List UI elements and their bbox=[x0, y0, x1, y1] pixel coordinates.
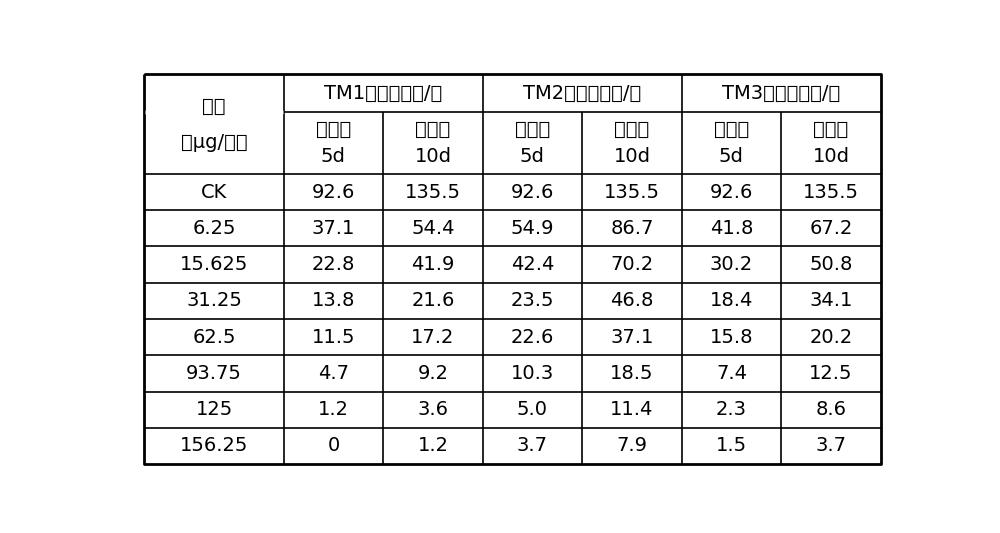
Text: 92.6: 92.6 bbox=[511, 183, 554, 201]
Text: 54.4: 54.4 bbox=[411, 219, 455, 238]
Text: 接虫后: 接虫后 bbox=[515, 120, 550, 139]
Text: 125: 125 bbox=[195, 400, 233, 419]
Text: 10d: 10d bbox=[414, 147, 451, 166]
Text: 22.8: 22.8 bbox=[312, 255, 355, 274]
Text: TM2，根结数量/株: TM2，根结数量/株 bbox=[523, 84, 641, 103]
Text: 接虫后: 接虫后 bbox=[316, 120, 351, 139]
Text: 92.6: 92.6 bbox=[710, 183, 753, 201]
Text: 20.2: 20.2 bbox=[809, 328, 853, 346]
Text: 11.4: 11.4 bbox=[610, 400, 654, 419]
Text: 37.1: 37.1 bbox=[312, 219, 355, 238]
Text: 30.2: 30.2 bbox=[710, 255, 753, 274]
Text: 135.5: 135.5 bbox=[604, 183, 660, 201]
Text: 药量: 药量 bbox=[202, 96, 226, 116]
Text: 93.75: 93.75 bbox=[186, 364, 242, 383]
Text: 1.5: 1.5 bbox=[716, 437, 747, 456]
Text: 21.6: 21.6 bbox=[411, 292, 455, 310]
Text: 41.9: 41.9 bbox=[411, 255, 455, 274]
Text: 22.6: 22.6 bbox=[511, 328, 554, 346]
Text: 接虫后: 接虫后 bbox=[813, 120, 849, 139]
Text: 10d: 10d bbox=[812, 147, 849, 166]
Text: 5d: 5d bbox=[520, 147, 545, 166]
Text: 8.6: 8.6 bbox=[815, 400, 846, 419]
Text: 41.8: 41.8 bbox=[710, 219, 753, 238]
Text: 5.0: 5.0 bbox=[517, 400, 548, 419]
Text: 3.7: 3.7 bbox=[517, 437, 548, 456]
Text: 34.1: 34.1 bbox=[809, 292, 853, 310]
Text: 15.625: 15.625 bbox=[180, 255, 248, 274]
Text: 接虫后: 接虫后 bbox=[714, 120, 749, 139]
Text: 92.6: 92.6 bbox=[312, 183, 355, 201]
Text: 31.25: 31.25 bbox=[186, 292, 242, 310]
Text: 135.5: 135.5 bbox=[405, 183, 461, 201]
Text: 7.4: 7.4 bbox=[716, 364, 747, 383]
Text: （μg/株）: （μg/株） bbox=[181, 133, 247, 151]
Text: 0: 0 bbox=[327, 437, 340, 456]
Text: 156.25: 156.25 bbox=[180, 437, 248, 456]
Text: 15.8: 15.8 bbox=[710, 328, 753, 346]
Text: TM3，根结数量/株: TM3，根结数量/株 bbox=[722, 84, 840, 103]
Text: 接虫后: 接虫后 bbox=[415, 120, 451, 139]
Text: 11.5: 11.5 bbox=[312, 328, 355, 346]
Text: 3.7: 3.7 bbox=[815, 437, 846, 456]
Text: TM1，根结数量/株: TM1，根结数量/株 bbox=[324, 84, 442, 103]
Text: 9.2: 9.2 bbox=[417, 364, 448, 383]
Text: 46.8: 46.8 bbox=[610, 292, 654, 310]
Text: 10.3: 10.3 bbox=[511, 364, 554, 383]
Text: 17.2: 17.2 bbox=[411, 328, 455, 346]
Text: 42.4: 42.4 bbox=[511, 255, 554, 274]
Text: 67.2: 67.2 bbox=[809, 219, 853, 238]
Text: 23.5: 23.5 bbox=[511, 292, 554, 310]
Text: 86.7: 86.7 bbox=[610, 219, 654, 238]
Text: 4.7: 4.7 bbox=[318, 364, 349, 383]
Text: 18.5: 18.5 bbox=[610, 364, 654, 383]
Text: 37.1: 37.1 bbox=[610, 328, 654, 346]
Text: 70.2: 70.2 bbox=[610, 255, 654, 274]
Text: CK: CK bbox=[201, 183, 227, 201]
Text: 10d: 10d bbox=[613, 147, 650, 166]
Text: 6.25: 6.25 bbox=[192, 219, 236, 238]
Text: 2.3: 2.3 bbox=[716, 400, 747, 419]
Text: 3.6: 3.6 bbox=[417, 400, 448, 419]
Text: 54.9: 54.9 bbox=[511, 219, 554, 238]
Text: 50.8: 50.8 bbox=[809, 255, 853, 274]
Text: 62.5: 62.5 bbox=[192, 328, 236, 346]
Text: 7.9: 7.9 bbox=[616, 437, 647, 456]
Text: 1.2: 1.2 bbox=[417, 437, 448, 456]
Text: 13.8: 13.8 bbox=[312, 292, 355, 310]
Text: 12.5: 12.5 bbox=[809, 364, 853, 383]
Text: 18.4: 18.4 bbox=[710, 292, 753, 310]
Text: 5d: 5d bbox=[321, 147, 346, 166]
Text: 5d: 5d bbox=[719, 147, 744, 166]
Text: 135.5: 135.5 bbox=[803, 183, 859, 201]
Text: 接虫后: 接虫后 bbox=[614, 120, 650, 139]
Text: 1.2: 1.2 bbox=[318, 400, 349, 419]
